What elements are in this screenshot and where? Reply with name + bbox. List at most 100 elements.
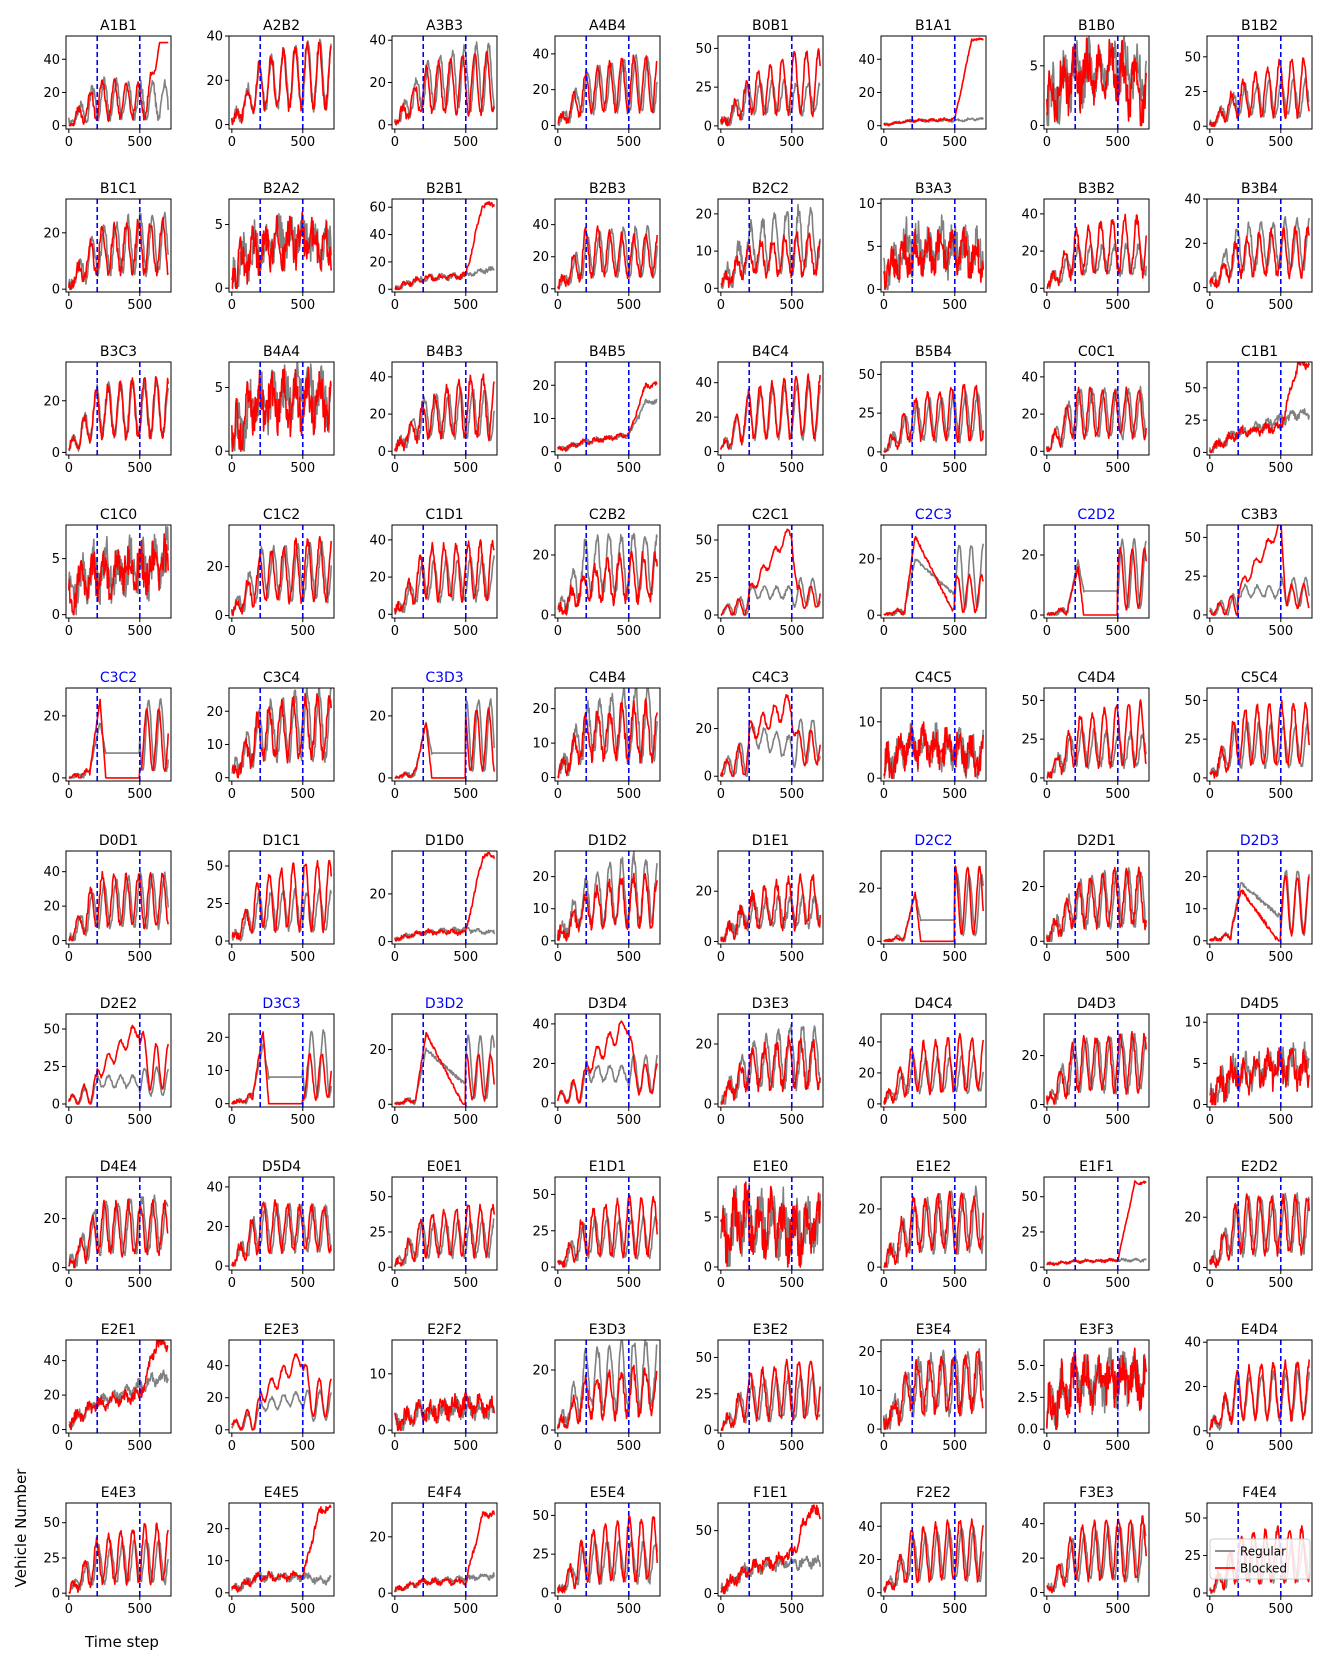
y-tick-label: 20 [369,571,386,586]
panel-title: D3D2 [425,996,464,1012]
series-regular [720,718,821,778]
panel-d1d0: D1D0 0 500 0 20 [369,833,498,965]
panel-title: C4D4 [1077,670,1115,686]
panel-title: D4D5 [1240,996,1279,1012]
x-tick-label: 0 [880,1602,888,1617]
y-tick-label: 0 [541,609,549,624]
y-tick-label: 20 [695,885,712,900]
x-tick-label: 500 [290,298,315,313]
panel-title: D1C1 [262,833,300,849]
panel-title: C1C2 [263,507,300,523]
y-tick-label: 0 [215,118,223,133]
panel-b4a4: B4A4 0 500 0 5 [215,344,335,476]
plot-area [231,199,332,292]
y-tick-label: 20 [1021,1049,1038,1064]
y-tick-label: 0 [1030,445,1038,460]
x-tick-label: 0 [1206,1602,1214,1617]
y-tick-label: 0 [867,935,875,950]
x-tick-label: 0 [880,624,888,639]
axes-frame [391,1339,498,1434]
axes-frame [554,1013,661,1108]
axes-frame [228,1176,335,1271]
series-blocked [1209,225,1310,289]
axes-frame [65,361,172,456]
panel-title: B3B4 [1241,181,1278,197]
axes-frame [717,1176,824,1271]
plot-area [1046,1177,1147,1270]
series-blocked [68,216,169,291]
panel-title: C1D1 [425,507,463,523]
panel-title: B1B2 [1241,18,1278,34]
series-blocked [68,1340,169,1431]
series-blocked [720,1358,821,1431]
axes-frame [554,1502,661,1597]
series-blocked [883,37,984,127]
axes-frame [717,1339,824,1434]
plot-area [883,199,984,292]
panel-f3e3: F3E3 0 500 0 20 40 [1021,1485,1150,1617]
y-tick-label: 25 [532,1548,549,1563]
y-tick-label: 20 [43,1389,60,1404]
axes-frame [65,1502,172,1597]
axes-frame [1043,1502,1150,1597]
x-tick-label: 0 [717,461,725,476]
x-tick-label: 500 [453,1439,478,1454]
panel-title: C1B1 [1241,344,1278,360]
y-tick-label: 0 [867,1097,875,1112]
x-tick-label: 0 [1206,298,1214,313]
series-regular [720,78,821,127]
panel-title: E3F3 [1079,1322,1114,1338]
y-tick-label: 0 [704,1098,712,1113]
panel-title: C0C1 [1078,344,1115,360]
x-tick-label: 0 [1206,461,1214,476]
series-blocked [720,873,821,943]
panel-e4e3: E4E3 0 500 0 25 50 [43,1485,172,1617]
series-blocked [720,231,821,289]
plot-area [68,36,169,129]
x-tick-label: 500 [1268,1113,1293,1128]
axes-frame [554,361,661,456]
x-tick-label: 500 [1268,298,1293,313]
series-blocked [231,692,332,779]
panel-title: C2C3 [915,507,952,523]
y-tick-label: 40 [369,370,386,385]
y-tick-label: 0 [541,771,549,786]
plot-area [394,36,495,129]
series-blocked [231,535,332,616]
panel-title: B4C4 [752,344,789,360]
plot-area [68,1340,169,1433]
y-tick-label: 10 [206,738,223,753]
panel-e1d1: E1D1 0 500 0 25 50 [532,1159,661,1291]
x-tick-label: 0 [717,950,725,965]
panel-title: E3E2 [753,1322,789,1338]
x-tick-label: 0 [880,787,888,802]
plot-area [883,525,984,618]
axes-frame [65,524,172,619]
plot-area [231,36,332,129]
series-blocked [557,54,658,124]
panel-b1c1: B1C1 0 500 0 20 [43,181,172,313]
axes-frame [1206,198,1313,293]
x-tick-label: 500 [779,135,804,150]
series-blocked [720,373,821,450]
x-tick-label: 500 [127,1113,152,1128]
y-tick-label: 20 [1021,408,1038,423]
panel-d5d4: D5D4 0 500 0 20 40 [206,1159,335,1291]
panel-title: D2D1 [1077,833,1116,849]
y-tick-label: 0 [1193,1098,1201,1113]
series-blocked [883,1032,984,1105]
y-tick-label: 25 [43,1060,60,1075]
x-tick-label: 500 [779,787,804,802]
panel-title: E2D2 [1241,1159,1278,1175]
panel-title: E3D3 [589,1322,626,1338]
y-tick-label: 0 [1193,771,1201,786]
panel-title: B2A2 [263,181,300,197]
y-tick-label: 25 [369,1225,386,1240]
y-tick-label: 0 [378,118,386,133]
y-tick-label: 0 [541,282,549,297]
plot-area [1046,688,1147,781]
series-blocked [883,865,984,943]
y-tick-label: 0 [378,1587,386,1602]
panel-title: D3C3 [262,996,300,1012]
panel-c0c1: C0C1 0 500 0 20 40 [1021,344,1150,476]
